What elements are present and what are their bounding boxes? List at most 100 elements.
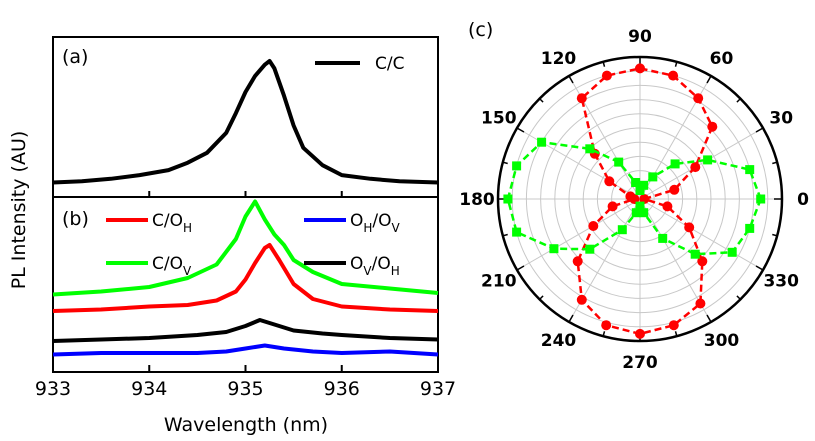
polar-tick-mark	[755, 265, 764, 271]
polar-point-green	[631, 208, 641, 218]
polar-tick-mark	[706, 75, 712, 84]
x-tick-label: 936	[324, 378, 360, 400]
polar-point-green	[512, 161, 522, 171]
polar-angle-label: 240	[541, 331, 577, 351]
polar-point-red	[601, 70, 612, 81]
polar-grid-spoke	[639, 198, 764, 271]
polar-tick-mark	[706, 314, 712, 323]
polar-tick-mark	[772, 233, 778, 237]
polar-point-green	[639, 208, 649, 218]
x-tick-label: 935	[227, 378, 263, 400]
polar-point-red	[668, 320, 679, 331]
polar-angle-label: 0	[797, 190, 809, 210]
polar-point-green	[635, 186, 645, 195]
polar-point-green	[614, 157, 624, 167]
polar-tick-mark	[502, 233, 508, 237]
x-tick-label: 934	[131, 378, 167, 400]
legend-label-oh-ov: OH/OV	[350, 211, 401, 235]
polar-point-red	[635, 328, 645, 339]
series-line-c-c	[52, 59, 439, 185]
polar-point-green	[503, 194, 513, 204]
polar-grid-spoke	[516, 198, 641, 271]
polar-point-red	[601, 320, 612, 331]
polar-point-green	[670, 159, 680, 169]
polar-point-green	[585, 244, 595, 254]
polar-angle-label: 90	[628, 27, 652, 47]
polar-point-red	[604, 176, 615, 187]
polar-tick-mark	[602, 61, 606, 67]
polar-point-green	[639, 180, 649, 190]
legend-label-c-c: C/C	[375, 54, 404, 74]
polar-point-green	[631, 178, 641, 187]
series-line-o-v-o-h	[52, 318, 439, 343]
polar-point-red	[607, 201, 618, 212]
legend-panel-a: C/C	[315, 54, 404, 74]
polar-point-red	[695, 298, 706, 309]
polar-plot: 0 30 60 90 120 150 180 210 240 270 300 330	[459, 27, 809, 373]
series-line-c-o-h	[52, 243, 439, 313]
polar-angle-label: 270	[622, 353, 658, 373]
series-line-c-o-v	[52, 199, 439, 297]
polar-point-green	[648, 172, 658, 182]
polar-tick-mark	[516, 265, 525, 271]
polar-point-red	[576, 294, 587, 305]
y-axis-title: PL Intensity (AU)	[8, 131, 30, 290]
polar-tick-mark	[568, 75, 574, 84]
x-tick-label: 933	[35, 378, 71, 400]
x-axis-ticks: 933 934 935 936 937	[35, 191, 456, 400]
polar-tick-mark	[602, 331, 606, 337]
polar-tick-mark	[539, 295, 544, 300]
series-line-o-h-o-v	[52, 343, 439, 357]
polar-point-green	[549, 244, 559, 254]
panel-b-plot	[52, 199, 439, 357]
x-axis-title: Wavelength (nm)	[164, 414, 328, 436]
polar-angle-label: 330	[763, 272, 799, 292]
polar-point-red	[639, 194, 650, 204]
panel-a-plot	[52, 59, 439, 185]
polar-tick-mark	[674, 61, 678, 67]
polar-point-red	[668, 70, 679, 81]
panel-label-b: (b)	[62, 208, 89, 230]
polar-point-green	[658, 233, 668, 243]
polar-point-red	[588, 221, 599, 231]
panel-label-a: (a)	[62, 46, 88, 68]
polar-tick-mark	[502, 161, 508, 165]
polar-tick-mark	[755, 127, 764, 133]
polar-point-red	[576, 93, 587, 104]
polar-grid-spoke	[639, 127, 764, 200]
polar-point-red	[669, 184, 680, 195]
polar-tick-mark	[568, 314, 574, 323]
polar-angle-label: 210	[481, 272, 517, 292]
polar-point-red	[662, 201, 673, 212]
legend-label-c-ov: C/OV	[152, 254, 192, 278]
polar-point-green	[756, 194, 766, 204]
polar-point-red	[635, 63, 645, 74]
polar-tick-mark	[516, 127, 525, 133]
legend-label-c-oh: C/OH	[152, 211, 192, 235]
polar-angle-label: 30	[769, 109, 793, 129]
polar-point-green	[617, 225, 627, 235]
polar-point-green	[745, 223, 755, 233]
polar-point-green	[512, 227, 522, 237]
polar-point-red	[697, 256, 708, 267]
polar-point-green	[727, 247, 737, 257]
polar-point-green	[585, 144, 595, 154]
polar-point-red	[693, 93, 704, 104]
polar-point-red	[629, 194, 640, 204]
legend-panel-b: C/OH C/OV OH/OV OV/OH	[106, 211, 401, 278]
polar-point-green	[745, 165, 755, 175]
polar-tick-mark	[736, 98, 741, 103]
legend-label-ov-oh: OV/OH	[350, 254, 400, 278]
polar-tick-mark	[736, 295, 741, 300]
polar-angle-label: 120	[541, 49, 577, 69]
polar-angle-label: 180	[459, 190, 495, 210]
polar-angle-label: 60	[710, 49, 734, 69]
polar-angle-label: 150	[481, 109, 517, 129]
polar-angle-label: 300	[704, 331, 740, 351]
polar-tick-mark	[674, 331, 678, 337]
polar-tick-mark	[539, 98, 544, 103]
polar-point-red	[684, 222, 695, 233]
polar-point-green	[635, 201, 645, 211]
polar-point-green	[703, 155, 713, 165]
